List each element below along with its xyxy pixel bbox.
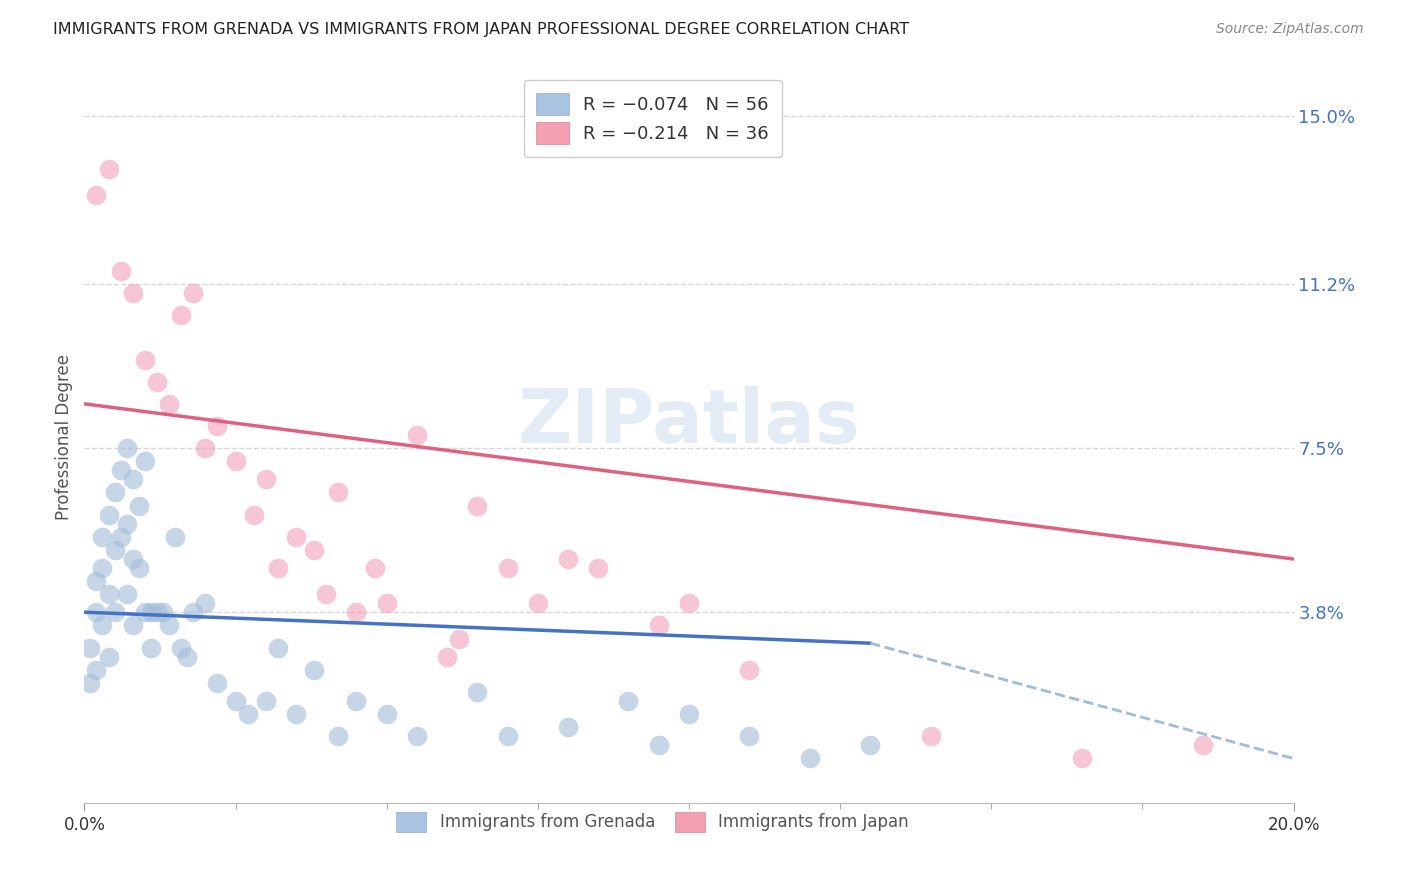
Point xyxy=(104,543,127,558)
Point xyxy=(678,707,700,722)
Text: Source: ZipAtlas.com: Source: ZipAtlas.com xyxy=(1216,22,1364,37)
Point xyxy=(181,285,204,300)
Text: ZIPatlas: ZIPatlas xyxy=(517,386,860,459)
Point xyxy=(170,308,193,322)
Point xyxy=(115,587,138,601)
Text: IMMIGRANTS FROM GRENADA VS IMMIGRANTS FROM JAPAN PROFESSIONAL DEGREE CORRELATION: IMMIGRANTS FROM GRENADA VS IMMIGRANTS FR… xyxy=(53,22,910,37)
Point xyxy=(97,508,120,522)
Point xyxy=(315,587,337,601)
Point xyxy=(302,543,325,558)
Point xyxy=(302,663,325,677)
Point xyxy=(648,618,671,632)
Point xyxy=(86,605,108,619)
Point xyxy=(97,649,120,664)
Point xyxy=(254,694,277,708)
Point xyxy=(104,605,127,619)
Point xyxy=(207,676,229,690)
Point xyxy=(91,561,114,575)
Point xyxy=(146,375,169,389)
Point xyxy=(79,640,101,655)
Point xyxy=(375,707,398,722)
Point xyxy=(139,640,162,655)
Point xyxy=(363,561,385,575)
Point xyxy=(467,499,489,513)
Point xyxy=(157,397,180,411)
Point xyxy=(121,285,143,300)
Point xyxy=(194,441,217,455)
Point xyxy=(557,721,579,735)
Point xyxy=(254,472,277,486)
Point xyxy=(436,649,458,664)
Point xyxy=(648,738,671,752)
Point xyxy=(285,707,308,722)
Point xyxy=(176,649,198,664)
Point xyxy=(617,694,640,708)
Point xyxy=(328,729,350,743)
Point xyxy=(557,552,579,566)
Point xyxy=(97,161,120,176)
Point xyxy=(527,596,550,610)
Point xyxy=(346,605,368,619)
Point xyxy=(86,574,108,589)
Point xyxy=(678,596,700,610)
Point xyxy=(738,729,761,743)
Point xyxy=(496,729,519,743)
Point xyxy=(467,685,489,699)
Point xyxy=(1192,738,1215,752)
Point xyxy=(449,632,471,646)
Point xyxy=(91,618,114,632)
Point xyxy=(91,530,114,544)
Point xyxy=(328,485,350,500)
Point xyxy=(799,751,821,765)
Point xyxy=(79,676,101,690)
Point xyxy=(225,454,247,468)
Point xyxy=(152,605,174,619)
Point xyxy=(110,530,132,544)
Point xyxy=(375,596,398,610)
Point xyxy=(285,530,308,544)
Point xyxy=(157,618,180,632)
Point xyxy=(115,516,138,531)
Point xyxy=(104,485,127,500)
Point xyxy=(242,508,264,522)
Point xyxy=(146,605,169,619)
Point xyxy=(170,640,193,655)
Point xyxy=(165,530,187,544)
Point xyxy=(267,561,290,575)
Point xyxy=(406,428,429,442)
Point xyxy=(139,605,162,619)
Point xyxy=(121,472,143,486)
Y-axis label: Professional Degree: Professional Degree xyxy=(55,354,73,520)
Point xyxy=(134,605,156,619)
Point xyxy=(225,694,247,708)
Legend: Immigrants from Grenada, Immigrants from Japan: Immigrants from Grenada, Immigrants from… xyxy=(387,802,920,842)
Point xyxy=(346,694,368,708)
Point xyxy=(110,264,132,278)
Point xyxy=(207,419,229,434)
Point xyxy=(406,729,429,743)
Point xyxy=(110,463,132,477)
Point xyxy=(1071,751,1094,765)
Point xyxy=(738,663,761,677)
Point xyxy=(134,454,156,468)
Point xyxy=(588,561,610,575)
Point xyxy=(496,561,519,575)
Point xyxy=(267,640,290,655)
Point xyxy=(86,663,108,677)
Point xyxy=(115,441,138,455)
Point xyxy=(128,561,150,575)
Point xyxy=(236,707,259,722)
Point xyxy=(128,499,150,513)
Point xyxy=(194,596,217,610)
Point xyxy=(121,552,143,566)
Point xyxy=(920,729,942,743)
Point xyxy=(121,618,143,632)
Point xyxy=(181,605,204,619)
Point xyxy=(134,352,156,367)
Point xyxy=(97,587,120,601)
Point xyxy=(859,738,882,752)
Point xyxy=(86,188,108,202)
